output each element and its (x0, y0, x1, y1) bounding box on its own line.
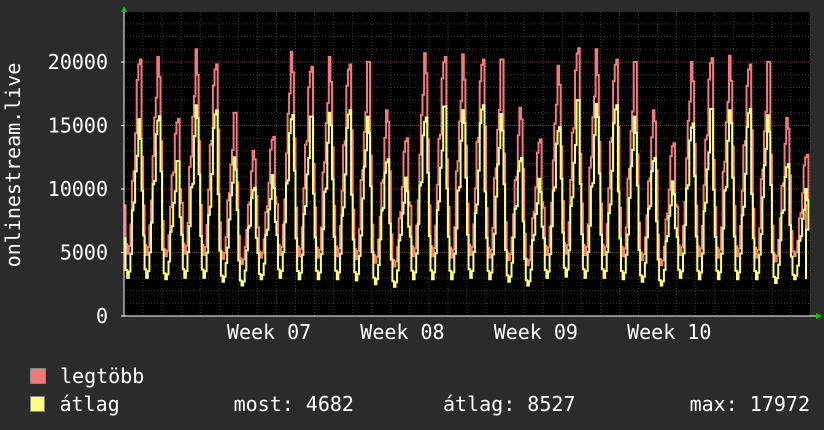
legend-label-avg: átlag (59, 392, 120, 416)
stat-max: max: 17972 (689, 392, 810, 416)
x-tick-label: Week 08 (360, 320, 444, 344)
y-tick-label: 0 (96, 304, 108, 328)
axes (121, 6, 822, 319)
legend-label-max: legtöbb (60, 364, 145, 388)
x-axis-arrow-icon (816, 313, 822, 319)
y-axis-arrow-icon (121, 6, 127, 12)
y-tick-labels: 0 5000 10000 15000 20000 (48, 50, 108, 328)
legend: legtöbb átlag most: 4682 átlag: 8527 max… (30, 362, 810, 418)
x-tick-label: Week 10 (627, 320, 711, 344)
x-tick-label: Week 07 (227, 320, 311, 344)
series-avg (124, 99, 810, 288)
x-tick-labels: Week 07 Week 08 Week 09 Week 10 (227, 320, 711, 344)
legend-row-avg: átlag most: 4682 átlag: 8527 max: 17972 (30, 390, 810, 418)
y-tick-label: 20000 (48, 50, 108, 74)
y-tick-label: 5000 (60, 241, 108, 265)
legend-row-max: legtöbb (30, 362, 810, 390)
legend-swatch-max (30, 368, 46, 384)
y-axis-label: onlinestream.live (1, 63, 25, 268)
stat-now: most: 4682 (233, 392, 354, 416)
legend-swatch-avg (30, 396, 46, 412)
series-line-atlag (124, 99, 810, 288)
x-tick-label: Week 09 (494, 320, 578, 344)
stat-avg: átlag: 8527 (443, 392, 576, 416)
y-tick-label: 15000 (48, 114, 108, 138)
y-tick-label: 10000 (48, 177, 108, 201)
